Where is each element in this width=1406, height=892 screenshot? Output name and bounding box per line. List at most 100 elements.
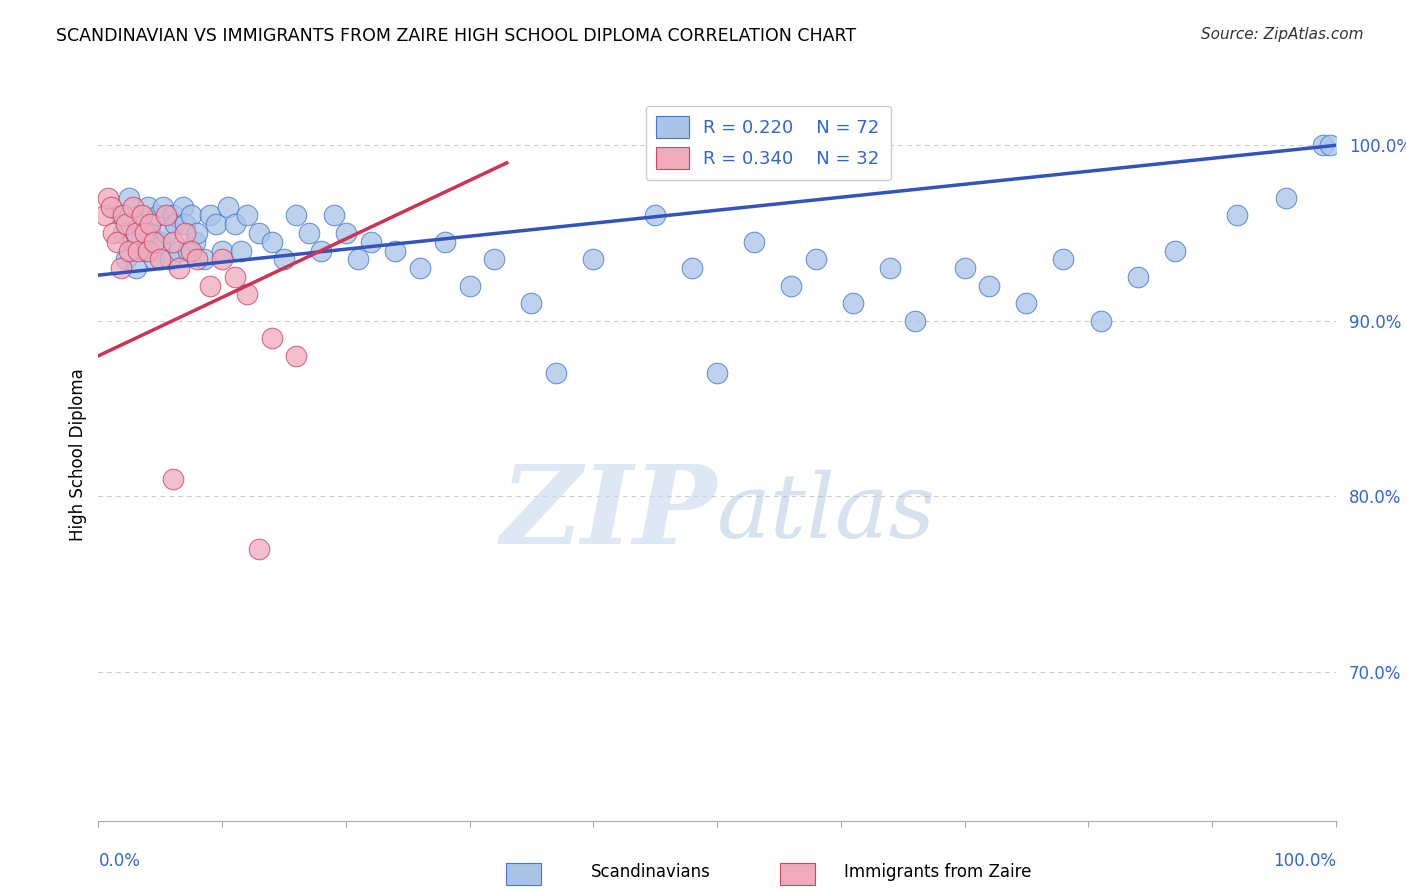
Point (152, 200, 174, 214)
Point (114, 252, 136, 267)
Point (174, 217, 197, 231)
Point (285, 209, 308, 223)
Point (165, 217, 187, 231)
Point (458, 278, 481, 293)
Point (146, 209, 169, 223)
Point (131, 209, 153, 223)
Point (322, 209, 344, 223)
Point (706, 367, 728, 381)
Point (159, 252, 181, 267)
Point (205, 217, 228, 231)
Point (118, 244, 141, 258)
Point (236, 287, 259, 301)
Point (167, 244, 190, 258)
Point (780, 278, 803, 293)
Point (224, 269, 246, 284)
Point (979, 278, 1001, 293)
Point (110, 261, 132, 276)
Point (804, 252, 827, 267)
Point (236, 209, 259, 223)
Point (260, 331, 283, 345)
Point (162, 472, 184, 486)
Point (114, 217, 136, 231)
Point (347, 252, 370, 267)
Point (335, 226, 357, 240)
Point (110, 209, 132, 223)
Text: Source: ZipAtlas.com: Source: ZipAtlas.com (1201, 27, 1364, 42)
Text: Scandinavians: Scandinavians (591, 863, 710, 881)
Point (93, 209, 115, 223)
Point (180, 209, 202, 223)
Point (1312, 138, 1334, 153)
Point (172, 200, 194, 214)
Point (409, 261, 432, 276)
Point (224, 217, 246, 231)
Point (193, 252, 215, 267)
Point (904, 314, 927, 328)
Text: 0.0%: 0.0% (98, 852, 141, 870)
Point (1090, 314, 1112, 328)
Point (247, 541, 270, 556)
Text: atlas: atlas (717, 470, 936, 557)
Point (124, 261, 146, 276)
Point (1052, 252, 1074, 267)
Point (644, 209, 666, 223)
Point (112, 226, 135, 240)
Point (143, 235, 166, 249)
Point (103, 226, 125, 240)
Point (162, 209, 184, 223)
Point (105, 235, 128, 249)
Point (217, 200, 239, 214)
Point (127, 217, 149, 231)
Point (143, 252, 166, 267)
Point (122, 235, 145, 249)
Text: 100.0%: 100.0% (1272, 852, 1336, 870)
Point (112, 209, 135, 223)
Point (360, 235, 382, 249)
Point (100, 200, 122, 214)
Point (174, 226, 197, 240)
Point (97, 191, 120, 205)
Point (1226, 209, 1249, 223)
Point (879, 261, 901, 276)
Point (582, 252, 605, 267)
Point (285, 349, 308, 363)
Point (1164, 244, 1187, 258)
Point (1126, 269, 1149, 284)
Point (139, 226, 162, 240)
Point (546, 367, 568, 381)
Point (309, 244, 332, 258)
Point (484, 252, 506, 267)
Point (742, 235, 765, 249)
Point (198, 278, 221, 293)
Point (298, 226, 321, 240)
Point (1015, 296, 1038, 310)
Point (122, 200, 145, 214)
Point (198, 209, 221, 223)
Point (184, 235, 207, 249)
Point (162, 235, 184, 249)
Point (520, 296, 543, 310)
Point (167, 261, 190, 276)
Point (176, 244, 198, 258)
Point (681, 261, 703, 276)
Point (131, 209, 153, 223)
Point (229, 244, 252, 258)
Point (953, 261, 976, 276)
Text: SCANDINAVIAN VS IMMIGRANTS FROM ZAIRE HIGH SCHOOL DIPLOMA CORRELATION CHART: SCANDINAVIAN VS IMMIGRANTS FROM ZAIRE HI… (56, 27, 856, 45)
Point (134, 244, 156, 258)
Point (211, 252, 233, 267)
Point (273, 252, 295, 267)
Text: Immigrants from Zaire: Immigrants from Zaire (844, 863, 1031, 881)
Point (186, 252, 208, 267)
Point (139, 217, 162, 231)
Point (247, 226, 270, 240)
Point (186, 226, 208, 240)
Point (384, 244, 406, 258)
Point (149, 252, 172, 267)
Point (136, 244, 159, 258)
Point (433, 235, 456, 249)
Point (1319, 138, 1341, 153)
Point (842, 296, 865, 310)
Point (118, 191, 141, 205)
